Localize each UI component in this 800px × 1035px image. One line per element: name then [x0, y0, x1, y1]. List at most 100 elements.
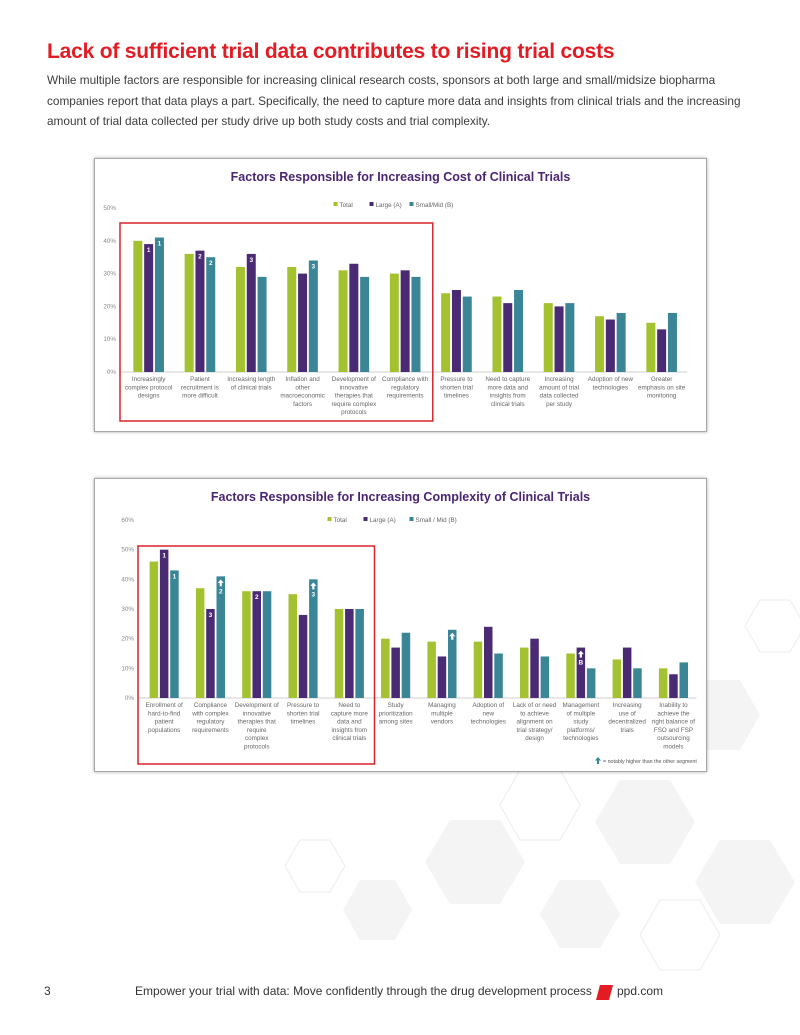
rank-label: 1: [158, 241, 162, 248]
x-category-label: shorten trial: [440, 384, 473, 391]
x-category-label: Managing: [428, 702, 456, 709]
bar: [520, 647, 529, 698]
x-category-label: Adoption of new: [588, 376, 634, 383]
bar: [441, 293, 451, 372]
rank-label: 1: [162, 553, 166, 560]
legend-swatch: [409, 202, 414, 206]
y-tick-label: 20%: [103, 303, 116, 310]
bar: [262, 591, 272, 698]
x-category-label: achieve the: [657, 710, 690, 717]
notably-higher-arrow-icon: [577, 650, 584, 658]
rank-label: 3: [249, 257, 253, 264]
bar: [616, 312, 626, 372]
legend-swatch: [333, 202, 338, 206]
bar: [184, 253, 194, 372]
x-category-label: requirements: [192, 727, 229, 734]
x-category-label: clinical trials: [491, 401, 525, 408]
bar: [298, 273, 308, 372]
x-category-label: FSO and FSP: [654, 727, 693, 734]
bar: [133, 240, 143, 372]
x-category-label: Increasingly: [132, 376, 166, 383]
x-category-label: Management: [562, 702, 599, 709]
x-category-label: insights from: [331, 727, 367, 734]
bar: [492, 296, 502, 372]
page-footer: 3 Empower your trial with data: Move con…: [0, 984, 800, 1002]
rank-label: 2: [198, 254, 202, 261]
x-category-label: more difficult: [182, 393, 218, 400]
x-category-label: Pressure to: [287, 702, 320, 709]
bar: [494, 653, 503, 698]
bar: [595, 316, 605, 372]
x-category-label: emphasis on site: [638, 384, 686, 391]
bar: [360, 276, 370, 372]
bar: [451, 290, 461, 372]
x-category-label: trial strategy/: [517, 727, 553, 734]
x-category-label: platforms/: [567, 727, 595, 734]
y-tick-label: 40%: [121, 576, 134, 583]
x-category-label: Greater: [651, 376, 672, 383]
complexity-chart: Factors Responsible for Increasing Compl…: [121, 490, 697, 765]
x-category-label: Compliance: [194, 702, 228, 709]
x-category-label: innovative: [340, 384, 369, 391]
x-category-label: regulatory: [391, 384, 420, 391]
x-category-label: designs: [138, 393, 160, 400]
x-category-label: data collected: [540, 393, 579, 400]
x-category-label: use of: [619, 710, 636, 717]
x-category-label: among sites: [379, 719, 413, 726]
x-category-label: prioritization: [379, 710, 413, 717]
x-category-label: technologies: [471, 719, 506, 726]
note-arrow-icon: [595, 757, 601, 764]
x-category-label: Enrollment of: [146, 702, 183, 709]
x-category-label: decentralized: [608, 719, 646, 726]
bar: [622, 647, 632, 698]
y-tick-label: 0%: [125, 695, 135, 702]
x-category-label: complex: [245, 735, 269, 742]
legend-label: Large (A): [370, 517, 396, 524]
bar: [503, 303, 513, 372]
bar: [349, 263, 359, 372]
x-category-label: timelines: [444, 393, 469, 400]
bar: [309, 579, 318, 698]
bar: [565, 303, 575, 372]
x-category-label: timelines: [291, 719, 316, 726]
x-category-label: therapies that: [238, 719, 276, 726]
notably-higher-arrow-icon: [449, 632, 456, 640]
x-category-label: recruitment is: [181, 384, 219, 391]
rank-label: 2: [219, 588, 223, 595]
x-category-label: trials: [621, 727, 634, 734]
bar: [586, 668, 596, 698]
bar: [401, 632, 411, 698]
x-category-label: per study: [546, 401, 573, 408]
x-category-label: design: [525, 735, 544, 742]
x-category-label: multiple: [431, 710, 453, 717]
x-category-label: Need to capture: [485, 376, 530, 383]
bar: [195, 250, 205, 372]
rank-label: 1: [147, 247, 151, 254]
bar: [355, 609, 364, 698]
x-category-label: innovative: [243, 710, 272, 717]
legend-label: Total: [334, 517, 347, 524]
y-tick-label: 10%: [103, 336, 116, 343]
x-category-label: Increasing: [613, 702, 643, 709]
bar: [252, 591, 261, 698]
y-tick-label: 50%: [103, 205, 116, 212]
footer-site-link[interactable]: ppd.com: [617, 984, 664, 998]
bar: [298, 614, 308, 698]
x-category-label: new: [482, 710, 494, 717]
bar: [288, 594, 297, 698]
x-category-label: Adoption of: [472, 702, 504, 709]
bar: [195, 588, 205, 698]
x-category-label: therapies that: [335, 393, 373, 400]
x-category-label: regulatory: [196, 719, 225, 726]
y-tick-label: 60%: [121, 517, 134, 524]
x-category-label: outsourcing: [657, 735, 690, 742]
legend-swatch: [369, 202, 374, 206]
chart-title: Factors Responsible for Increasing Cost …: [231, 170, 571, 184]
bar: [391, 647, 400, 698]
bar: [554, 306, 564, 372]
x-category-label: insights from: [490, 393, 526, 400]
x-category-label: study: [573, 719, 589, 726]
x-category-label: capture more: [331, 710, 369, 717]
x-category-label: protocols: [244, 744, 270, 751]
bar: [308, 260, 318, 372]
